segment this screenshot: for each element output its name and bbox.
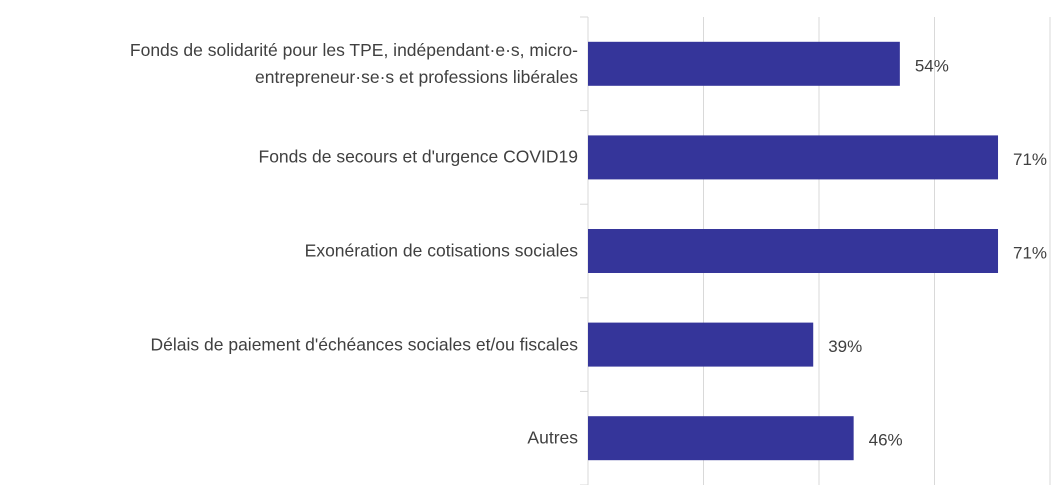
value-label: 46% [869,431,903,450]
value-label: 54% [915,56,949,75]
category-label: Délais de paiement d'échéances sociales … [150,334,578,355]
bar [588,135,999,180]
bar [588,229,999,273]
bar [588,41,900,86]
category-label: Exonération de cotisations sociales [304,240,578,261]
value-label: 71% [1013,150,1047,169]
category-label: Fonds de solidarité pour les TPE, indépe… [129,39,578,87]
bar [588,416,854,461]
value-label: 39% [828,337,862,356]
category-label: Fonds de secours et d'urgence COVID19 [258,146,579,167]
value-label: 71% [1013,243,1047,262]
category-label: Autres [527,427,578,448]
bar [588,322,814,367]
